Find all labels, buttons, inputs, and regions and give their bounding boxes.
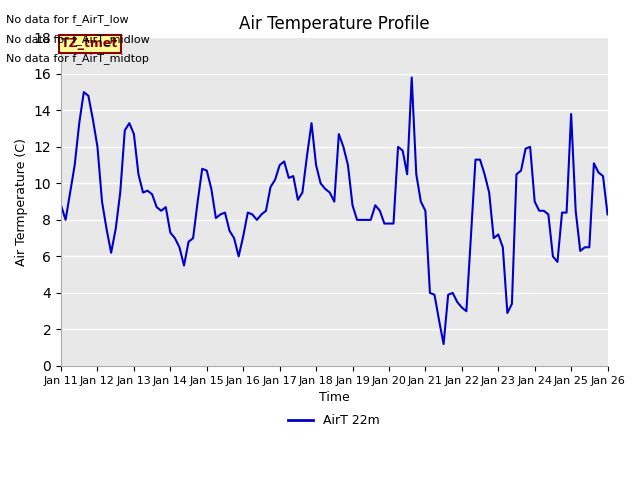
Y-axis label: Air Termperature (C): Air Termperature (C) [15,138,28,265]
Text: No data for f_AirT_midlow: No data for f_AirT_midlow [6,34,150,45]
Text: No data for f_AirT_low: No data for f_AirT_low [6,14,129,25]
Text: TZ_tmet: TZ_tmet [61,37,118,50]
Title: Air Temperature Profile: Air Temperature Profile [239,15,429,33]
X-axis label: Time: Time [319,391,349,404]
Text: No data for f_AirT_midtop: No data for f_AirT_midtop [6,53,149,64]
Legend: AirT 22m: AirT 22m [284,409,385,432]
